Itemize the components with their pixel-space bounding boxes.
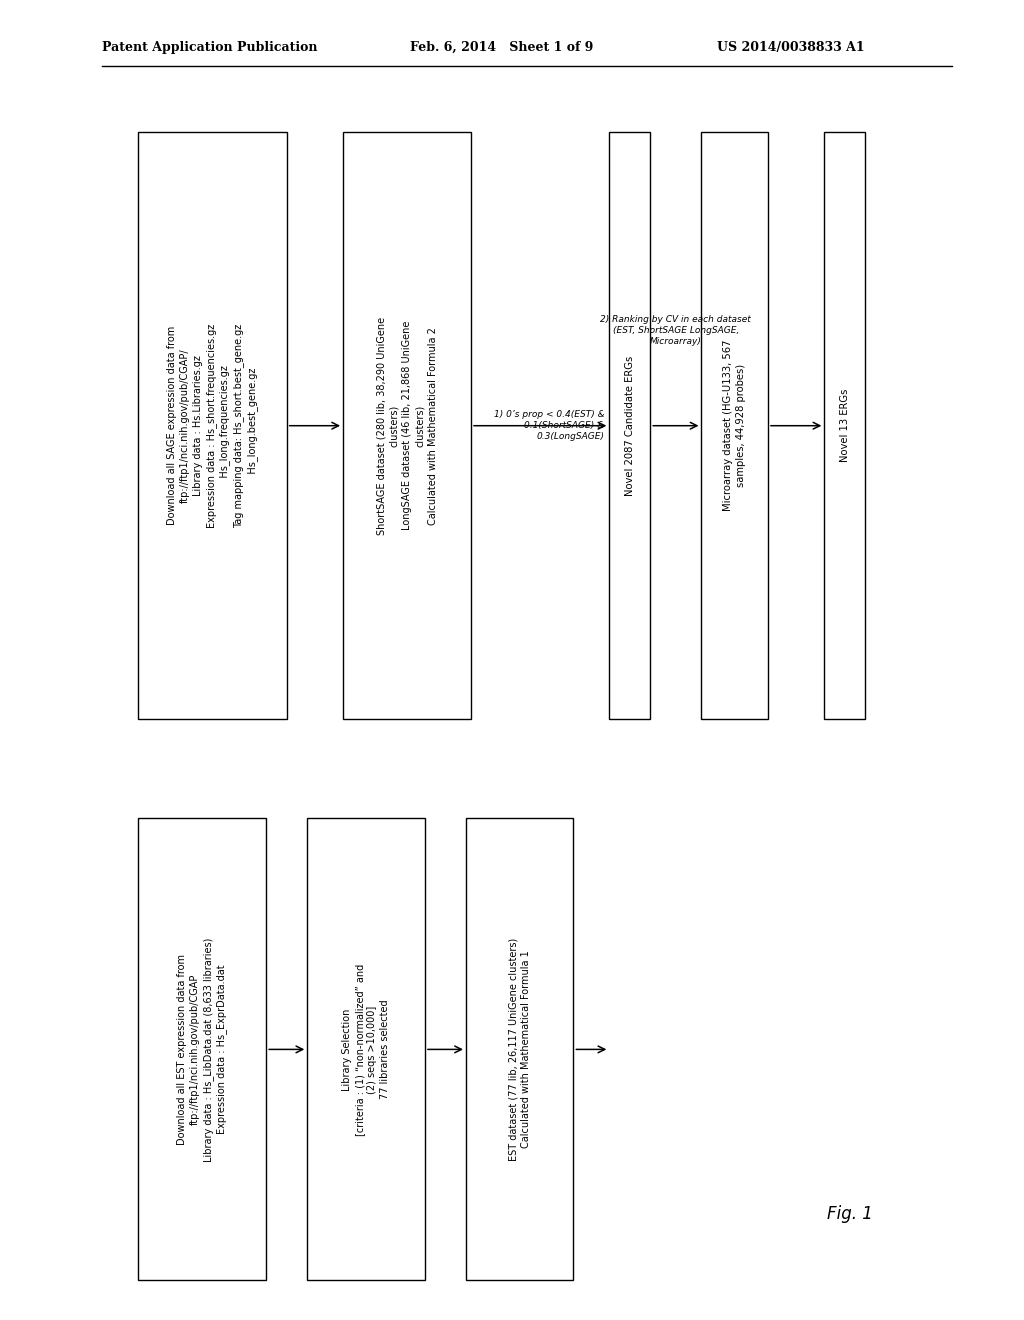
Text: US 2014/0038833 A1: US 2014/0038833 A1 (717, 41, 864, 54)
Bar (343, 132, 471, 719)
Text: Novel 2087 Candidate ERGs: Novel 2087 Candidate ERGs (625, 355, 635, 496)
Bar (701, 132, 768, 719)
Bar (609, 132, 650, 719)
Bar (466, 818, 573, 1280)
Text: Microarray dataset (HG-U133, 567
samples, 44,928 probes): Microarray dataset (HG-U133, 567 samples… (723, 341, 746, 511)
Text: 2) Ranking by CV in each dataset
(EST, ShortSAGE LongSAGE,
Microarray): 2) Ranking by CV in each dataset (EST, S… (600, 315, 752, 346)
Text: 1) 0’s prop < 0.4(EST) &
0.1(ShortSAGE) &
0.3(LongSAGE): 1) 0’s prop < 0.4(EST) & 0.1(ShortSAGE) … (494, 411, 604, 441)
Text: Novel 13 ERGs: Novel 13 ERGs (840, 389, 850, 462)
Text: Download all EST expression data from
ftp://ftp1/nci.nih.gov/pub/CGAP
Library da: Download all EST expression data from ft… (177, 937, 227, 1162)
Bar (138, 132, 287, 719)
Text: Library Selection
[criteria : (1) “non-normalized” and
(2) seqs >10,000]
77 libr: Library Selection [criteria : (1) “non-n… (342, 964, 390, 1135)
Bar (824, 132, 865, 719)
Text: Download all SAGE expression data from
ftp://ftp1/nci.nih.gov/pub/CGAP/
Library : Download all SAGE expression data from f… (167, 323, 258, 528)
Text: Feb. 6, 2014   Sheet 1 of 9: Feb. 6, 2014 Sheet 1 of 9 (410, 41, 593, 54)
Bar (307, 818, 425, 1280)
Text: Fig. 1: Fig. 1 (827, 1205, 872, 1224)
Bar (138, 818, 266, 1280)
Text: Patent Application Publication: Patent Application Publication (102, 41, 317, 54)
Text: EST dataset (77 lib, 26,117 UniGene clusters)
Calculated with Mathematical Formu: EST dataset (77 lib, 26,117 UniGene clus… (508, 937, 531, 1162)
Text: ShortSAGE dataset (280 lib, 38,290 UniGene
clusters)
LongSAGE dataset (46 lib, 2: ShortSAGE dataset (280 lib, 38,290 UniGe… (377, 317, 437, 535)
